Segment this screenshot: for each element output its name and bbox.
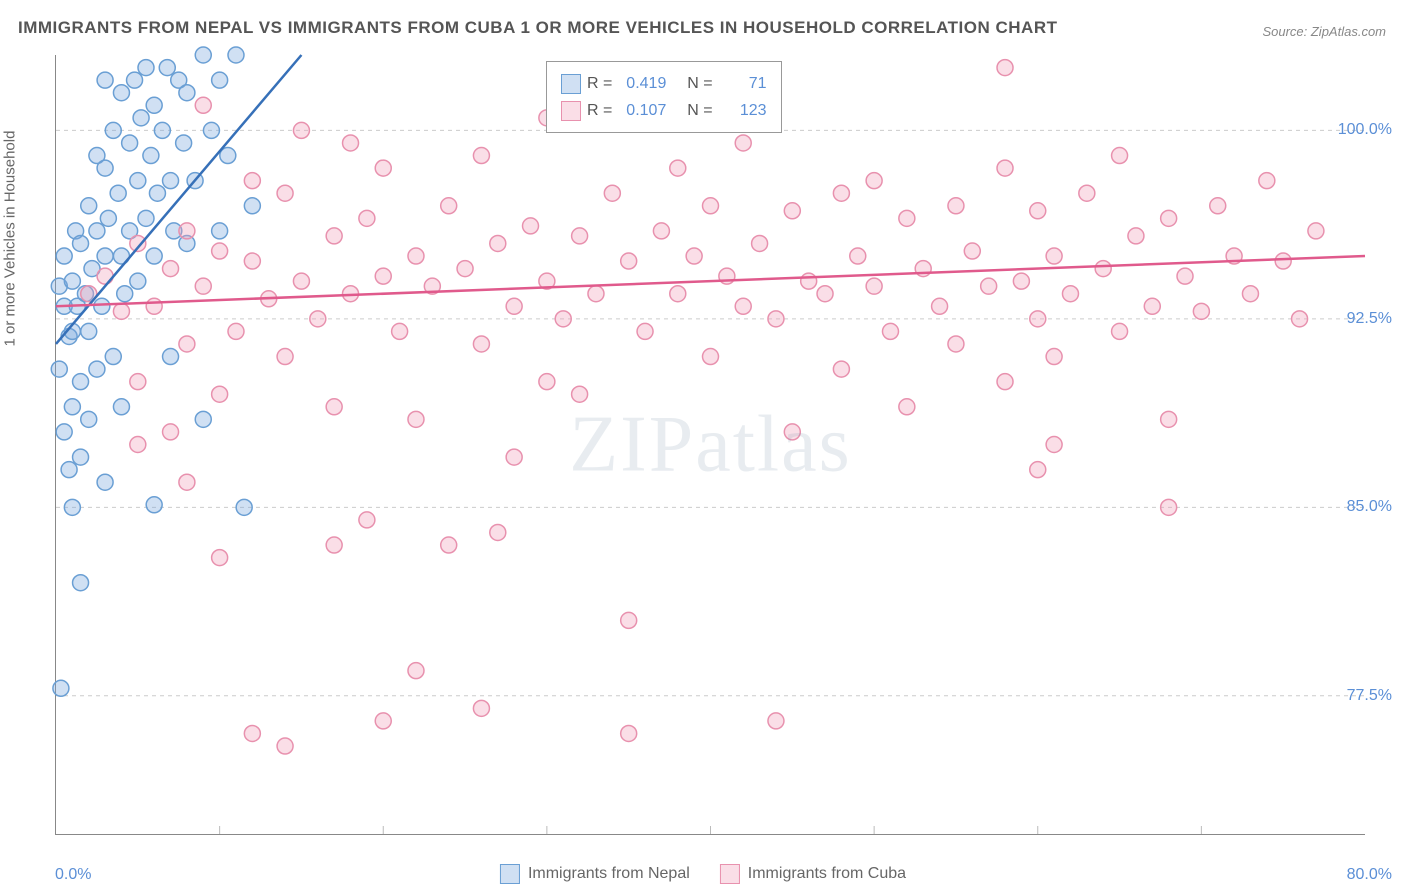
legend-item-cuba: Immigrants from Cuba (720, 864, 906, 884)
r-value-cuba: 0.107 (618, 97, 666, 124)
chart-svg (56, 55, 1365, 834)
y-axis-label: 1 or more Vehicles in Household (2, 131, 19, 347)
legend-item-nepal: Immigrants from Nepal (500, 864, 690, 884)
bottom-legend: Immigrants from Nepal Immigrants from Cu… (500, 864, 906, 884)
r-label: R = (587, 97, 612, 124)
stats-row-cuba: R = 0.107 N = 123 (561, 97, 767, 124)
swatch-nepal (561, 74, 581, 94)
n-value-nepal: 71 (719, 70, 767, 97)
plot-area: ZIPatlas R = 0.419 N = 71 R = 0.107 N = … (55, 55, 1365, 835)
y-tick-label: 100.0% (1338, 121, 1392, 139)
x-tick-min: 0.0% (55, 866, 91, 884)
n-label: N = (687, 97, 712, 124)
r-value-nepal: 0.419 (618, 70, 666, 97)
legend-swatch-cuba (720, 864, 740, 884)
stats-legend: R = 0.419 N = 71 R = 0.107 N = 123 (546, 61, 782, 133)
legend-swatch-nepal (500, 864, 520, 884)
swatch-cuba (561, 101, 581, 121)
stats-row-nepal: R = 0.419 N = 71 (561, 70, 767, 97)
y-tick-label: 77.5% (1347, 687, 1392, 705)
y-tick-label: 85.0% (1347, 498, 1392, 516)
x-tick-max: 80.0% (1347, 866, 1392, 884)
source-attribution: Source: ZipAtlas.com (1262, 24, 1386, 39)
y-tick-label: 92.5% (1347, 310, 1392, 328)
n-label: N = (687, 70, 712, 97)
legend-label-cuba: Immigrants from Cuba (748, 865, 906, 883)
legend-label-nepal: Immigrants from Nepal (528, 865, 690, 883)
r-label: R = (587, 70, 612, 97)
n-value-cuba: 123 (719, 97, 767, 124)
chart-title: IMMIGRANTS FROM NEPAL VS IMMIGRANTS FROM… (18, 18, 1058, 38)
